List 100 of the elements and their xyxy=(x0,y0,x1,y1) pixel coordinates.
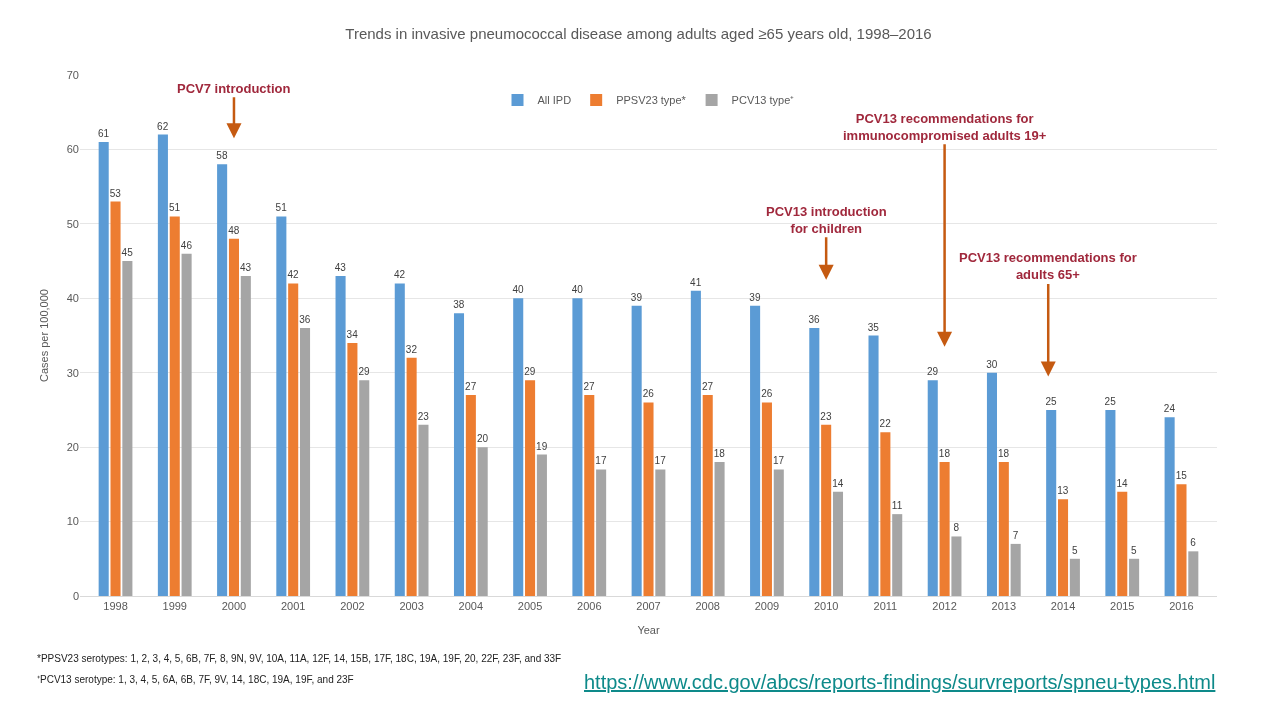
data-label: 6 xyxy=(1190,537,1197,549)
x-tick-label: 2005 xyxy=(517,600,543,613)
text: https://www.cdc.gov/abcs/reports-findings/survreports/spneu-types.html xyxy=(584,671,1216,693)
data-label: 24 xyxy=(1163,403,1176,415)
bar xyxy=(951,536,962,596)
bar xyxy=(631,305,642,596)
data-label: 17 xyxy=(773,455,785,467)
annotation: PCV13 introduction for children xyxy=(766,204,887,236)
bar xyxy=(880,432,891,596)
data-label: 48 xyxy=(228,224,240,236)
bar xyxy=(939,462,950,596)
bar xyxy=(1046,409,1057,596)
bar xyxy=(110,201,121,596)
y-tick-label: 60 xyxy=(66,143,79,156)
bar xyxy=(655,469,666,596)
data-label: 42 xyxy=(287,269,299,281)
data-label: 40 xyxy=(512,284,524,296)
bar xyxy=(998,462,1009,596)
x-tick-label: 2015 xyxy=(1110,600,1135,613)
bar xyxy=(1105,409,1116,596)
data-label: 14 xyxy=(1116,477,1129,489)
data-label: 42 xyxy=(394,269,406,281)
bar xyxy=(1117,491,1128,596)
data-label: 13 xyxy=(1057,485,1069,497)
data-label: 51 xyxy=(275,202,288,214)
bar xyxy=(1010,543,1021,596)
data-label: 39 xyxy=(749,291,761,303)
x-tick-label: 2004 xyxy=(458,600,484,613)
data-label: 18 xyxy=(998,448,1010,460)
data-label: 46 xyxy=(180,239,193,251)
x-tick-label: 2009 xyxy=(754,600,780,613)
bar xyxy=(868,335,879,596)
data-label: 27 xyxy=(701,381,714,393)
x-axis-title: Year xyxy=(637,624,660,637)
data-label: 15 xyxy=(1175,470,1188,482)
x-tick-label: 2006 xyxy=(577,600,602,613)
bar xyxy=(927,380,938,596)
bar xyxy=(347,342,358,596)
bar xyxy=(122,261,133,596)
data-label: 20 xyxy=(476,433,489,445)
bar xyxy=(714,462,725,596)
data-label: 23 xyxy=(820,410,832,422)
data-label: 11 xyxy=(891,500,903,512)
data-label: 23 xyxy=(417,410,430,422)
legend-label: PPSV23 type* xyxy=(616,94,687,107)
bar xyxy=(359,380,370,596)
bar xyxy=(169,216,180,596)
data-label: 7 xyxy=(1012,529,1019,541)
bar xyxy=(217,164,228,596)
x-tick-label: 2014 xyxy=(1050,600,1076,613)
data-label: 25 xyxy=(1104,395,1117,407)
text: ⁺PCV13 serotype: 1, 3, 4, 5, 6A, 6B, 7F, 9V, 14, 18C, 19A, 19F, and 23F xyxy=(37,674,354,685)
annotation: PCV7 introduction xyxy=(177,81,291,96)
bar xyxy=(750,305,761,596)
y-tick-label: 0 xyxy=(72,589,79,602)
data-label: 29 xyxy=(926,366,939,378)
data-label: 27 xyxy=(583,381,596,393)
bar xyxy=(643,402,654,596)
x-tick-label: 2003 xyxy=(399,600,424,613)
x-tick-label: 2008 xyxy=(695,600,720,613)
data-label: 35 xyxy=(867,321,880,333)
data-label: 43 xyxy=(240,261,252,273)
bar xyxy=(773,469,784,596)
bar xyxy=(394,283,405,596)
bar xyxy=(1164,417,1175,596)
data-label: 41 xyxy=(690,276,702,288)
bar xyxy=(228,238,239,596)
bar xyxy=(181,253,192,596)
bar xyxy=(1129,558,1140,596)
bar xyxy=(702,395,713,596)
data-label: 18 xyxy=(938,448,951,460)
x-tick-label: 1998 xyxy=(103,600,128,613)
data-label: 43 xyxy=(334,261,347,273)
data-label: 22 xyxy=(879,418,892,430)
y-tick-label: 50 xyxy=(66,217,79,230)
data-label: 36 xyxy=(808,314,821,326)
bar xyxy=(300,328,311,596)
data-label: 36 xyxy=(299,314,311,326)
data-label: 5 xyxy=(1071,544,1078,556)
bar xyxy=(465,395,476,596)
x-tick-label: 2002 xyxy=(340,600,365,613)
y-axis-title: Cases per 100,000 xyxy=(38,289,51,382)
bar xyxy=(406,357,417,596)
bar xyxy=(832,491,844,596)
data-label: 5 xyxy=(1131,544,1138,556)
bar xyxy=(892,514,903,596)
bar xyxy=(809,328,820,596)
chart-title: Trends in invasive pneumococcal disease among adults aged ≥65 years old, 1998–2016 xyxy=(345,25,932,43)
data-label: 14 xyxy=(832,477,844,489)
bar xyxy=(418,424,429,596)
data-label: 17 xyxy=(595,455,607,467)
data-label: 26 xyxy=(642,388,655,400)
data-label: 53 xyxy=(109,187,122,199)
bar xyxy=(98,141,109,596)
data-label: 19 xyxy=(536,440,548,452)
y-tick-label: 40 xyxy=(66,292,79,305)
bar xyxy=(513,298,524,596)
x-tick-label: 1999 xyxy=(162,600,187,613)
bar xyxy=(584,395,595,596)
bar xyxy=(276,216,287,596)
